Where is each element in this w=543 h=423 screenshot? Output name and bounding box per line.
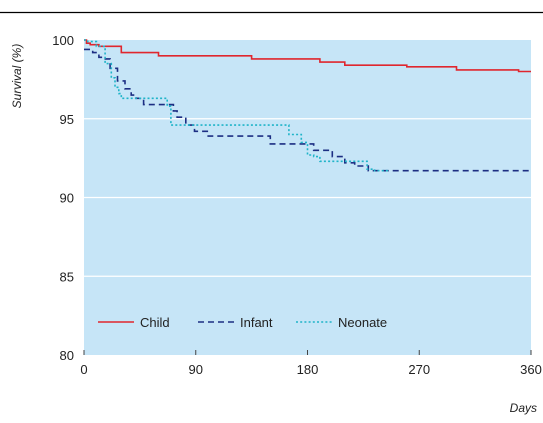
gridlines — [84, 118, 531, 277]
tick-labels: 80 85 90 95 100 0 90 180 270 360 — [52, 33, 542, 377]
y-tick-label-95: 95 — [60, 112, 74, 127]
series-child-line — [84, 39, 531, 73]
x-tick-label-90: 90 — [189, 362, 203, 377]
y-tick-label-100: 100 — [52, 33, 74, 48]
legend-label-child: Child — [140, 315, 170, 330]
x-axis-label: Days — [510, 401, 537, 415]
y-tick-label-90: 90 — [60, 191, 74, 206]
series-infant-line — [84, 48, 531, 172]
legend-label-infant: Infant — [240, 315, 273, 330]
x-tick-label-0: 0 — [80, 362, 87, 377]
y-tick-label-80: 80 — [60, 348, 74, 363]
legend-label-neonate: Neonate — [338, 315, 387, 330]
legend: Child Infant Neonate — [98, 315, 387, 330]
y-axis-label: Survival (%) — [10, 44, 24, 109]
x-tick-label-360: 360 — [520, 362, 542, 377]
series-neonate-line — [84, 39, 389, 172]
x-tick-label-270: 270 — [408, 362, 430, 377]
y-tick-label-85: 85 — [60, 269, 74, 284]
x-tick-label-180: 180 — [297, 362, 319, 377]
series-lines — [84, 39, 531, 172]
